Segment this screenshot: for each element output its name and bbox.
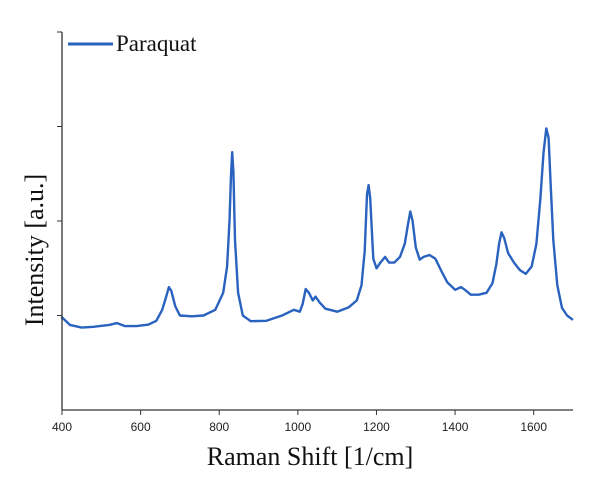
x-tick-label-400: 400 — [52, 420, 72, 434]
x-tick-label-1600: 1600 — [520, 420, 547, 434]
x-tick-label-800: 800 — [209, 420, 229, 434]
x-tick-label-1000: 1000 — [284, 420, 311, 434]
series-line-paraquat — [60, 127, 574, 329]
legend-label-paraquat: Paraquat — [116, 31, 197, 56]
x-tick-label-600: 600 — [131, 420, 151, 434]
legend: Paraquat — [68, 31, 197, 56]
x-axis-title: Raman Shift [1/cm] — [207, 442, 414, 471]
x-tick-label-1400: 1400 — [442, 420, 469, 434]
x-tick-label-1200: 1200 — [363, 420, 390, 434]
y-axis-title: Intensity [a.u.] — [20, 174, 49, 326]
